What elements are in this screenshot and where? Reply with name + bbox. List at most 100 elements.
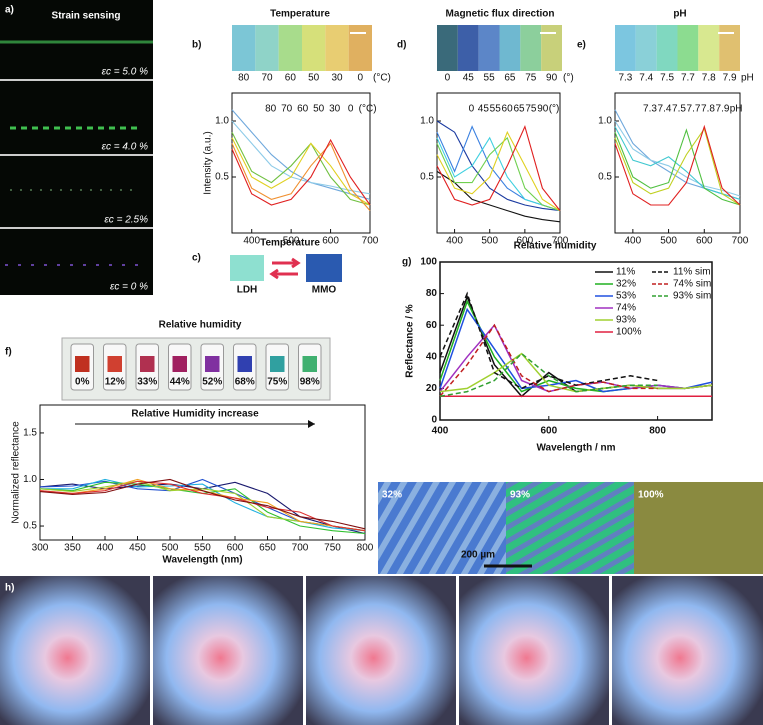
line-series (614, 127, 741, 206)
swatch (615, 25, 636, 71)
swatch-label: 50 (308, 73, 320, 84)
x-tick-label: 400 (432, 426, 449, 437)
chart-title: Relative humidity (514, 241, 597, 252)
photo (306, 576, 456, 725)
y-tick-label: 1.0 (215, 116, 229, 127)
series-annotation: 55 (490, 104, 502, 115)
x-tick-label: 600 (227, 543, 244, 554)
x-tick-label: 800 (649, 426, 666, 437)
micro-image (634, 482, 763, 574)
swatch (278, 25, 302, 71)
panel-label: b) (192, 40, 201, 51)
micro-image (378, 482, 506, 574)
swatch-unit: (°C) (373, 73, 391, 84)
sample-label: LDH (237, 285, 258, 296)
swatch-label: 0 (358, 73, 364, 84)
x-tick-label: 800 (357, 543, 374, 554)
scale-label: 200 µm (461, 550, 495, 561)
arrow-label: Relative Humidity increase (131, 409, 259, 420)
series-annotation: 50 (313, 104, 325, 115)
swatch-label: 7.8 (702, 73, 716, 84)
y-axis-label: Intensity (a.u.) (203, 131, 214, 194)
swatch (325, 25, 349, 71)
micro-label: 32% (382, 490, 402, 501)
y-tick-label: 1.0 (23, 474, 37, 485)
y-tick-label: 0 (431, 415, 437, 426)
arrow-head (308, 420, 315, 428)
panel-label: h) (5, 583, 14, 594)
series-annotation: 7.8 (701, 104, 715, 115)
vial-label: 75% (267, 377, 287, 388)
line-series (231, 137, 371, 206)
swatch-label: 7.3 (618, 73, 632, 84)
strain-label: εc = 4.0 % (102, 142, 148, 153)
x-tick-label: 400 (97, 543, 114, 554)
swatch-label: 60 (285, 73, 297, 84)
swatch-label: 55 (484, 73, 496, 84)
swatch (437, 25, 458, 71)
line-series (436, 124, 561, 211)
vial-label: 98% (300, 377, 320, 388)
series-annotation: 7.5 (672, 104, 686, 115)
x-axis-label: Wavelength / nm (536, 443, 615, 454)
x-tick-label: 700 (732, 236, 749, 247)
y-tick-label: 80 (426, 288, 438, 299)
swatch (302, 25, 326, 71)
vial-label: 0% (75, 377, 90, 388)
swatch-label: 7.9 (723, 73, 737, 84)
vial-label: 52% (202, 377, 222, 388)
series-annotation: 7.9 (716, 104, 730, 115)
x-tick-label: 350 (64, 543, 81, 554)
panel-label: a) (5, 5, 14, 16)
swatch (719, 25, 740, 71)
series-annotation: 0 (348, 104, 354, 115)
plot-frame (231, 92, 371, 234)
panel-label: d) (397, 40, 406, 51)
y-tick-label: 1.5 (23, 428, 37, 439)
line-series (614, 126, 741, 200)
ldh-sample (230, 255, 264, 281)
line-series (436, 130, 561, 212)
line-series (39, 478, 366, 532)
vial-liquid (140, 356, 155, 372)
series-annotation: 70 (281, 104, 293, 115)
chart-title: Relative humidity (159, 320, 242, 331)
x-tick-label: 500 (283, 236, 300, 247)
annotation-unit: (°) (549, 104, 560, 115)
swatch (499, 25, 521, 71)
annotation-unit: (°C) (359, 104, 377, 115)
mmo-sample (306, 254, 342, 282)
line-series (614, 124, 741, 206)
x-tick-label: 450 (129, 543, 146, 554)
legend-label: 93% sim (673, 291, 711, 302)
line-series (436, 120, 561, 212)
swatch-unit: (°) (563, 73, 574, 84)
y-tick-label: 100 (420, 257, 437, 268)
swatch-label: 45 (463, 73, 475, 84)
swatch (677, 25, 699, 71)
photo (153, 576, 303, 725)
swatch-label: 80 (238, 73, 250, 84)
swatch (457, 25, 479, 71)
line-series (39, 478, 366, 532)
swatch-label: 7.5 (660, 73, 674, 84)
vial-photo (61, 337, 331, 401)
line-series (39, 481, 366, 535)
line-series (231, 120, 371, 195)
swatch-label: 7.4 (639, 73, 653, 84)
x-tick-label: 700 (552, 236, 569, 247)
swatch (635, 25, 657, 71)
sample-label: MMO (312, 285, 337, 296)
series-annotation: 0 (469, 104, 475, 115)
arrow (272, 257, 301, 269)
legend-label: 53% (616, 291, 636, 302)
vial-label: 12% (105, 377, 125, 388)
series-annotation: 80 (265, 104, 277, 115)
strain-label: εc = 0 % (110, 282, 148, 293)
x-tick-label: 600 (322, 236, 339, 247)
strain-label: εc = 2.5% (104, 215, 148, 226)
vial-liquid (107, 356, 122, 372)
x-tick-label: 500 (481, 236, 498, 247)
vial-label: 68% (235, 377, 255, 388)
